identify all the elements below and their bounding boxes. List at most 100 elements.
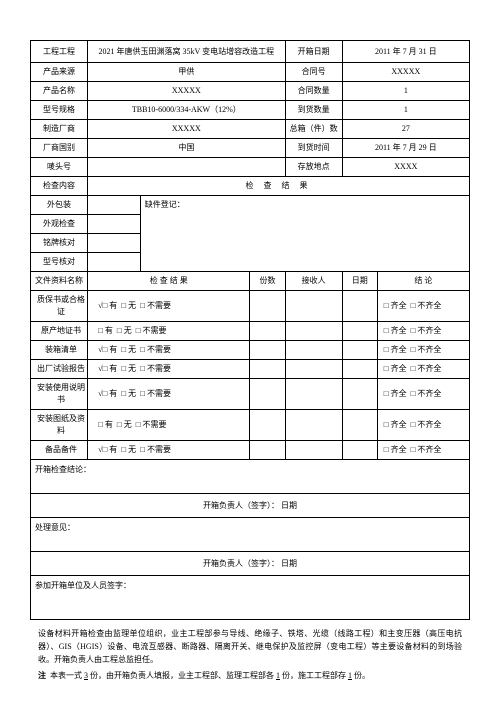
conclusion-sig: 开箱负责人（签字）： 日期: [31, 494, 470, 518]
val-product-name: XXXXX: [88, 82, 286, 101]
doc-receiver: [285, 410, 342, 441]
docs-copies-header: 份数: [250, 272, 285, 291]
val-mfg: XXXXX: [88, 120, 286, 139]
doc-date: [342, 360, 377, 379]
doc-date: [342, 341, 377, 360]
doc-name: 安装图纸及资料: [31, 410, 88, 441]
lbl-spec: 型号规格: [31, 101, 88, 120]
docs-name-header: 文件资料名称: [31, 272, 88, 291]
docs-receiver-header: 接收人: [285, 272, 342, 291]
docs-conclusion-header: 结 论: [377, 272, 469, 291]
lbl-project: 工程工程: [31, 41, 88, 63]
doc-row: 质保书或合格证 √□ 有 □ 无 □ 不需要 □ 齐全 □ 不齐全: [31, 291, 470, 322]
conclusion-label: 开箱检查结论：: [35, 465, 91, 474]
lbl-country: 厂商国别: [31, 139, 88, 158]
doc-conclusion: □ 齐全 □ 不齐全: [377, 360, 469, 379]
doc-name: 装箱清单: [31, 341, 88, 360]
doc-date: [342, 441, 377, 460]
lbl-appearance: 外观检查: [31, 215, 88, 234]
lbl-invoice: 唛头号: [31, 158, 88, 177]
val-arrive-time: 2011 年 7 月 29 日: [342, 139, 469, 158]
doc-conclusion: □ 齐全 □ 不齐全: [377, 341, 469, 360]
doc-name: 备品备件: [31, 441, 88, 460]
lbl-storage: 存放地点: [285, 158, 342, 177]
lbl-box-count: 总箱（件）数: [285, 120, 342, 139]
inspect-result-header: 检 查 结 果: [88, 177, 470, 196]
doc-copies: [250, 379, 285, 410]
doc-name: 安装使用说明书: [31, 379, 88, 410]
participants-label: 参加开箱单位及人员签字：: [35, 581, 131, 590]
handle-sig: 开箱负责人（签字）： 日期: [31, 552, 470, 576]
doc-conclusion: □ 齐全 □ 不齐全: [377, 322, 469, 341]
doc-name: 出厂试验报告: [31, 360, 88, 379]
doc-date: [342, 410, 377, 441]
val-spec: TBB10-6000/334-AKW（12%）: [88, 101, 286, 120]
doc-row: 原产地证书 □ 有 □ 无 □ 不需要□ 齐全 □ 不齐全: [31, 322, 470, 341]
footer-note: 注 本表一式 3 份，由开箱负责人填报，业主工程部、监理工程部各 1 份，施工工…: [30, 670, 470, 681]
val-arrive-qty: 1: [342, 101, 469, 120]
docs-date-header: 日期: [342, 272, 377, 291]
doc-conclusion: □ 齐全 □ 不齐全: [377, 410, 469, 441]
val-storage: XXXX: [342, 158, 469, 177]
doc-row: 安装图纸及资料 □ 有 □ 无 □ 不需要 □ 齐全 □ 不齐全: [31, 410, 470, 441]
doc-row: 装箱清单 √□ 有 □ 无 □ 不需要□ 齐全 □ 不齐全: [31, 341, 470, 360]
doc-copies: [250, 322, 285, 341]
doc-copies: [250, 341, 285, 360]
doc-date: [342, 379, 377, 410]
footer-note-text: 本表一式 3 份，由开箱负责人填报，业主工程部、监理工程部各 1 份，施工工程部…: [50, 671, 370, 680]
doc-date: [342, 291, 377, 322]
val-country: 中国: [88, 139, 286, 158]
lbl-arrive-qty: 到货数量: [285, 101, 342, 120]
inspection-form: 工程工程 2021 年唐供玉田渊落窝 35kV 变电站增容改造工程 开箱日期 2…: [30, 40, 470, 681]
lbl-product-name: 产品名称: [31, 82, 88, 101]
doc-conclusion: □ 齐全 □ 不齐全: [377, 379, 469, 410]
lbl-mfg: 制造厂商: [31, 120, 88, 139]
doc-copies: [250, 441, 285, 460]
lbl-contract-no: 合同号: [285, 63, 342, 82]
val-model-verify: [88, 253, 141, 272]
footer-note-label: 注: [38, 671, 46, 680]
doc-receiver: [285, 322, 342, 341]
val-box-count: 27: [342, 120, 469, 139]
doc-copies: [250, 360, 285, 379]
doc-name: 质保书或合格证: [31, 291, 88, 322]
lbl-nameplate: 铭牌核对: [31, 234, 88, 253]
lbl-inspect-content: 检查内容: [31, 177, 88, 196]
doc-date: [342, 322, 377, 341]
doc-row: 安装使用说明书 √□ 有 □ 无 □ 不需要 □ 齐全 □ 不齐全: [31, 379, 470, 410]
lbl-model-verify: 型号核对: [31, 253, 88, 272]
doc-receiver: [285, 379, 342, 410]
doc-conclusion: □ 齐全 □ 不齐全: [377, 291, 469, 322]
val-nameplate: [88, 234, 141, 253]
doc-receiver: [285, 291, 342, 322]
lbl-source: 产品来源: [31, 63, 88, 82]
conclusion-cell: 开箱检查结论：: [31, 460, 470, 494]
doc-receiver: [285, 441, 342, 460]
doc-conclusion: □ 齐全 □ 不齐全: [377, 441, 469, 460]
val-source: 甲供: [88, 63, 286, 82]
doc-check: √□ 有 □ 无 □ 不需要: [88, 441, 250, 460]
doc-check: √□ 有 □ 无 □ 不需要: [88, 291, 250, 322]
doc-copies: [250, 291, 285, 322]
main-table: 工程工程 2021 年唐供玉田渊落窝 35kV 变电站增容改造工程 开箱日期 2…: [30, 40, 470, 620]
val-contract-qty: 1: [342, 82, 469, 101]
lbl-outer-pack: 外包装: [31, 196, 88, 215]
handle-cell: 处理意见：: [31, 518, 470, 552]
val-outer-pack: [88, 196, 141, 215]
val-open-date: 2011 年 7 月 31 日: [342, 41, 469, 63]
footer-paragraph: 设备材料开箱检查由监理单位组织，业主工程部参与导线、绝缘子、铁塔、光缆（线路工程…: [30, 628, 470, 666]
doc-row: 出厂试验报告 √□ 有 □ 无 □ 不需要□ 齐全 □ 不齐全: [31, 360, 470, 379]
doc-copies: [250, 410, 285, 441]
handle-label: 处理意见：: [35, 523, 75, 532]
doc-check: □ 有 □ 无 □ 不需要: [88, 410, 250, 441]
missing-parts-cell: 缺件登记：: [140, 196, 469, 272]
lbl-open-date: 开箱日期: [285, 41, 342, 63]
doc-receiver: [285, 360, 342, 379]
val-project: 2021 年唐供玉田渊落窝 35kV 变电站增容改造工程: [88, 41, 286, 63]
val-appearance: [88, 215, 141, 234]
participants-cell: 参加开箱单位及人员签字：: [31, 576, 470, 620]
docs-check-header: 检 查 结 果: [88, 272, 250, 291]
val-invoice: [88, 158, 286, 177]
lbl-contract-qty: 合同数量: [285, 82, 342, 101]
doc-check: √□ 有 □ 无 □ 不需要: [88, 379, 250, 410]
